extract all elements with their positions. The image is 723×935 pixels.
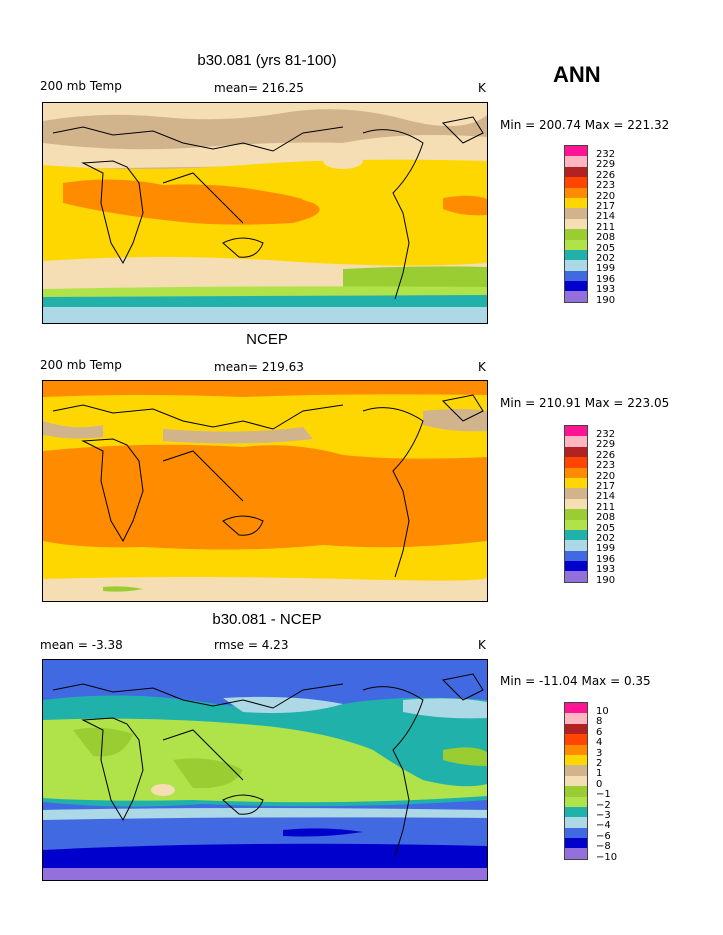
panel2-map	[42, 380, 488, 602]
panel2-title: NCEP	[246, 331, 288, 348]
panel3-units-label: K	[478, 638, 486, 652]
panel2-minmax-label: Min = 210.91 Max = 223.05	[500, 396, 670, 410]
panel2-variable-label: 200 mb Temp	[40, 358, 122, 372]
panel2-mean-label: mean= 219.63	[214, 360, 304, 374]
panel3-title: b30.081 - NCEP	[212, 611, 322, 628]
panel1-units-label: K	[478, 81, 486, 95]
panel2-colorbar	[564, 425, 588, 583]
panel1-variable-label: 200 mb Temp	[40, 79, 122, 93]
panel1-title: b30.081 (yrs 81-100)	[197, 52, 337, 69]
panel3-rmse-label: rmse = 4.23	[214, 638, 289, 652]
panel2-colorbar-ticks: 232 229 226 223 220 217 214 211 208 205 202 199 …	[596, 429, 616, 586]
panel2-units-label: K	[478, 360, 486, 374]
panel1-minmax-label: Min = 200.74 Max = 221.32	[500, 118, 670, 132]
panel1-map	[42, 102, 488, 324]
panel3-minmax-label: Min = -11.04 Max = 0.35	[500, 674, 651, 688]
panel3-colorbar	[564, 702, 588, 860]
panel3-map	[42, 659, 488, 881]
panel1-mean-label: mean= 216.25	[214, 81, 304, 95]
season-label: ANN	[553, 62, 601, 87]
panel1-colorbar-ticks: 232 229 226 223 220 217 214 211 208 205 202 199 …	[596, 149, 616, 306]
panel3-mean-label: mean = -3.38	[40, 638, 123, 652]
panel1-colorbar	[564, 145, 588, 303]
